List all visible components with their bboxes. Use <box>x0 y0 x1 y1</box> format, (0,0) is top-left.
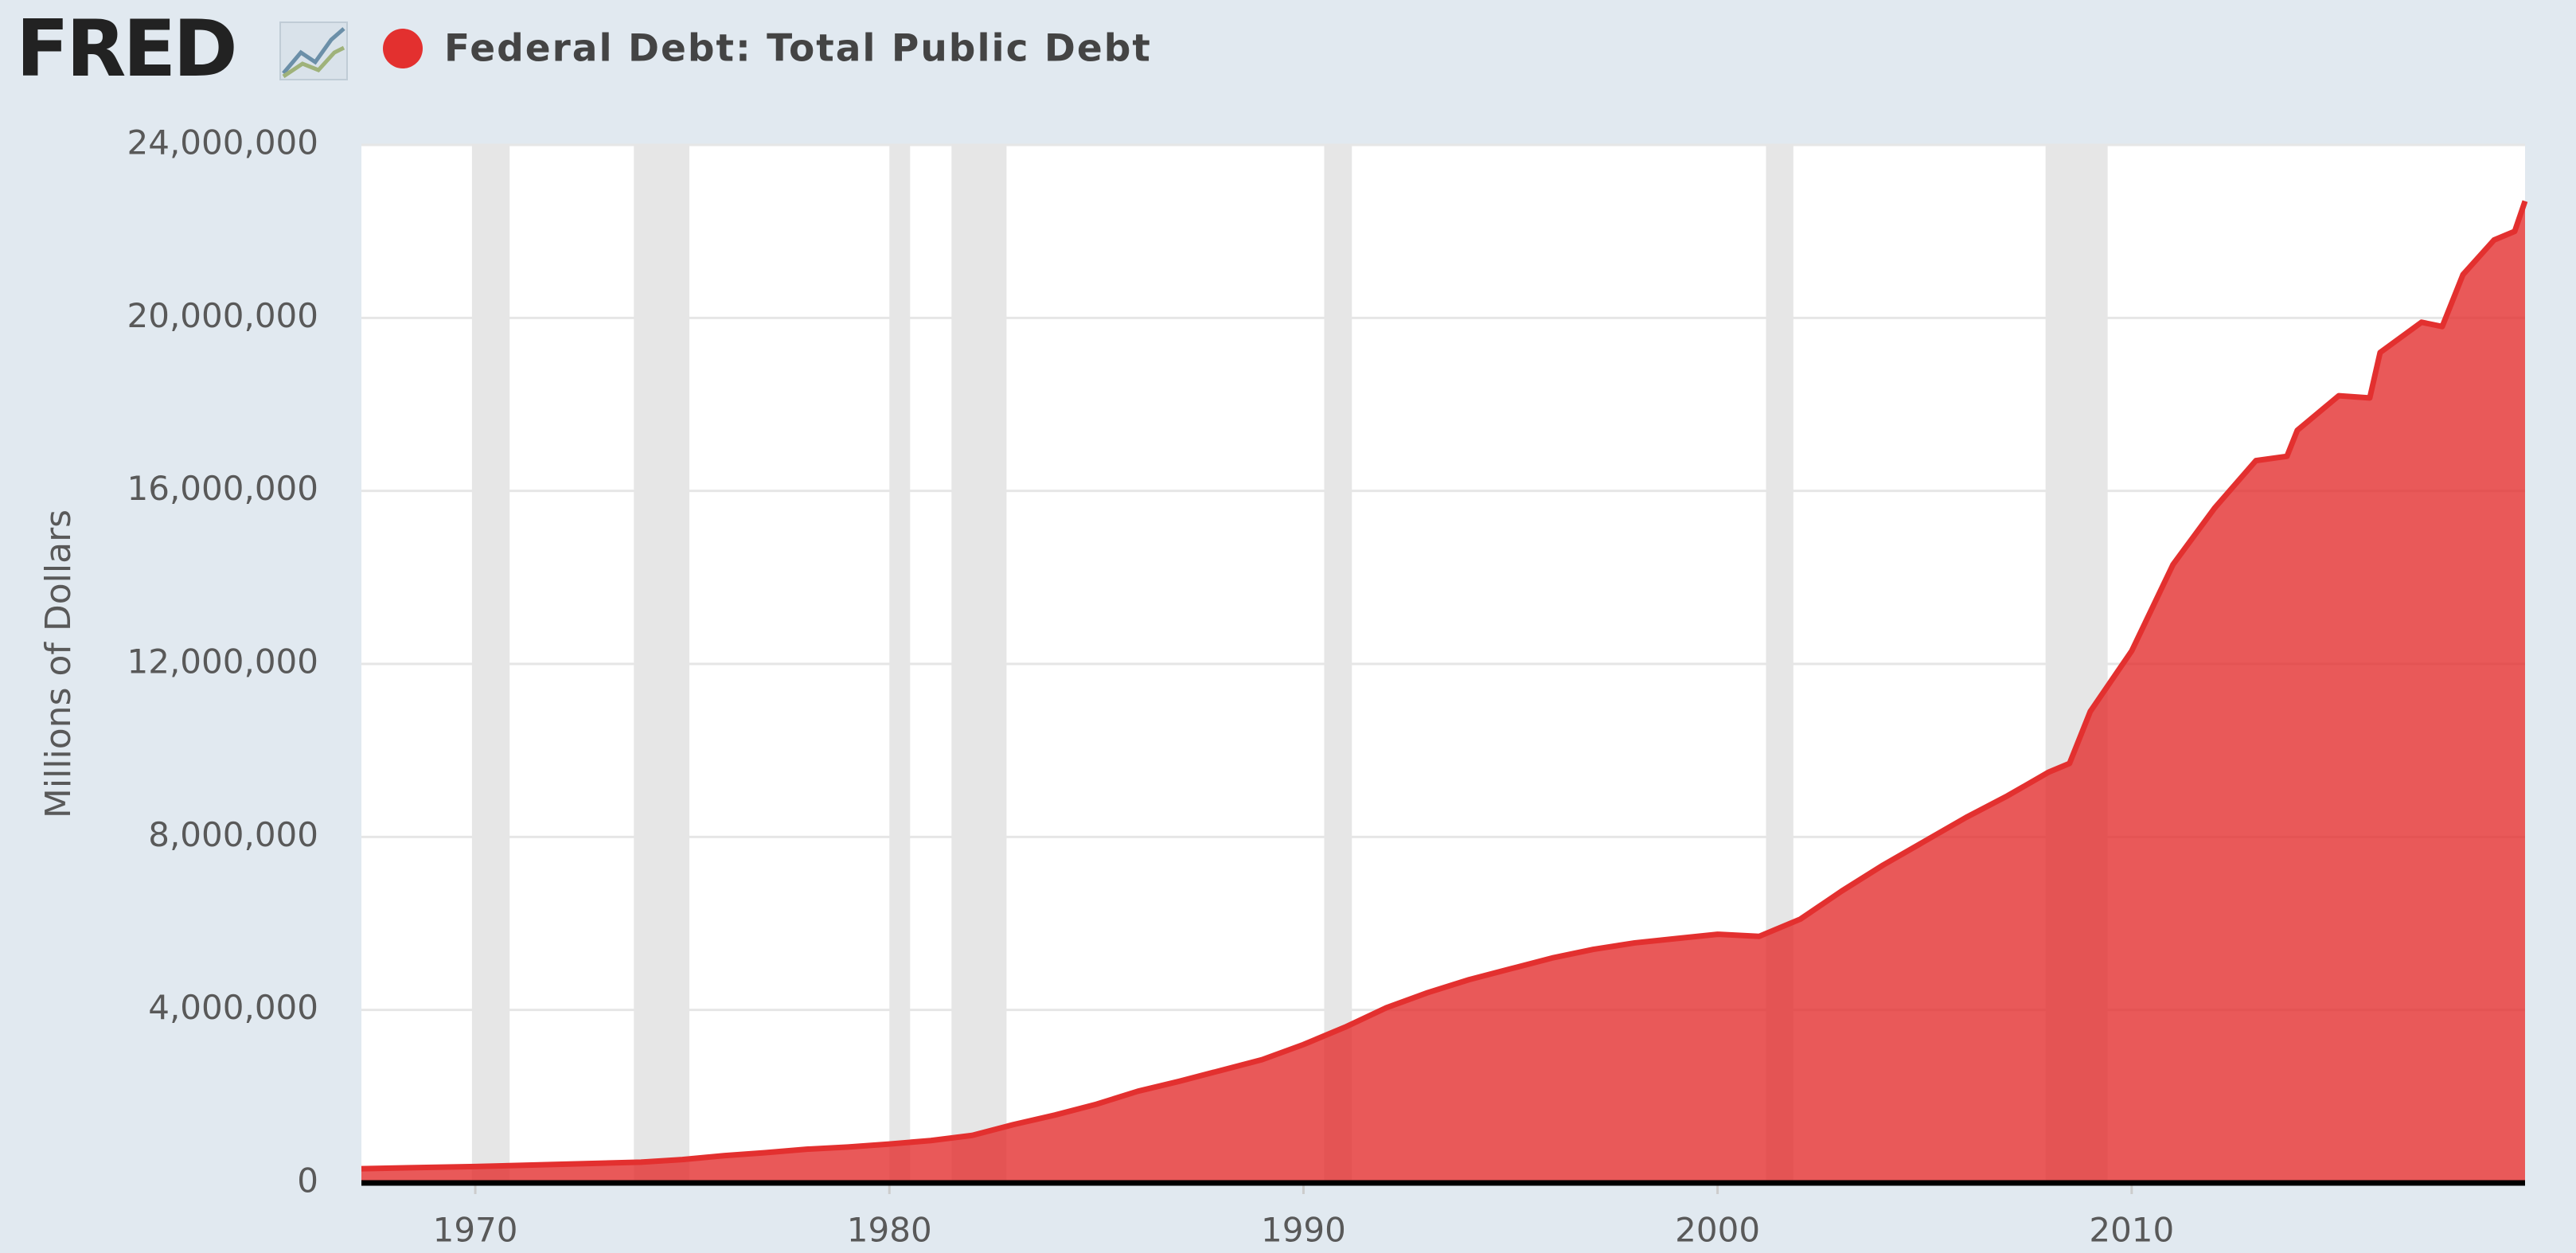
x-tick-label: 2010 <box>2089 1211 2174 1250</box>
legend-swatch <box>383 29 423 68</box>
area-line <box>361 200 2528 1172</box>
logo-icon <box>279 21 348 80</box>
y-tick-label: 0 <box>297 1161 318 1200</box>
x-tick-label: 1990 <box>1261 1211 1346 1250</box>
area-fill <box>361 201 2525 1184</box>
x-tick-label: 1970 <box>433 1211 518 1250</box>
logo: FRED <box>16 4 235 95</box>
y-tick-label: 24,000,000 <box>127 123 318 162</box>
y-tick-label: 16,000,000 <box>127 469 318 508</box>
legend-label: Federal Debt: Total Public Debt <box>444 27 1152 71</box>
y-tick-label: 12,000,000 <box>127 642 318 681</box>
y-tick-label: 20,000,000 <box>127 296 318 335</box>
x-tick-label: 1980 <box>847 1211 932 1250</box>
y-tick-label: 8,000,000 <box>148 815 318 854</box>
x-tick-label: 2000 <box>1675 1211 1760 1250</box>
y-tick-label: 4,000,000 <box>148 988 318 1027</box>
y-axis-label: Millions of Dollars <box>38 509 79 818</box>
